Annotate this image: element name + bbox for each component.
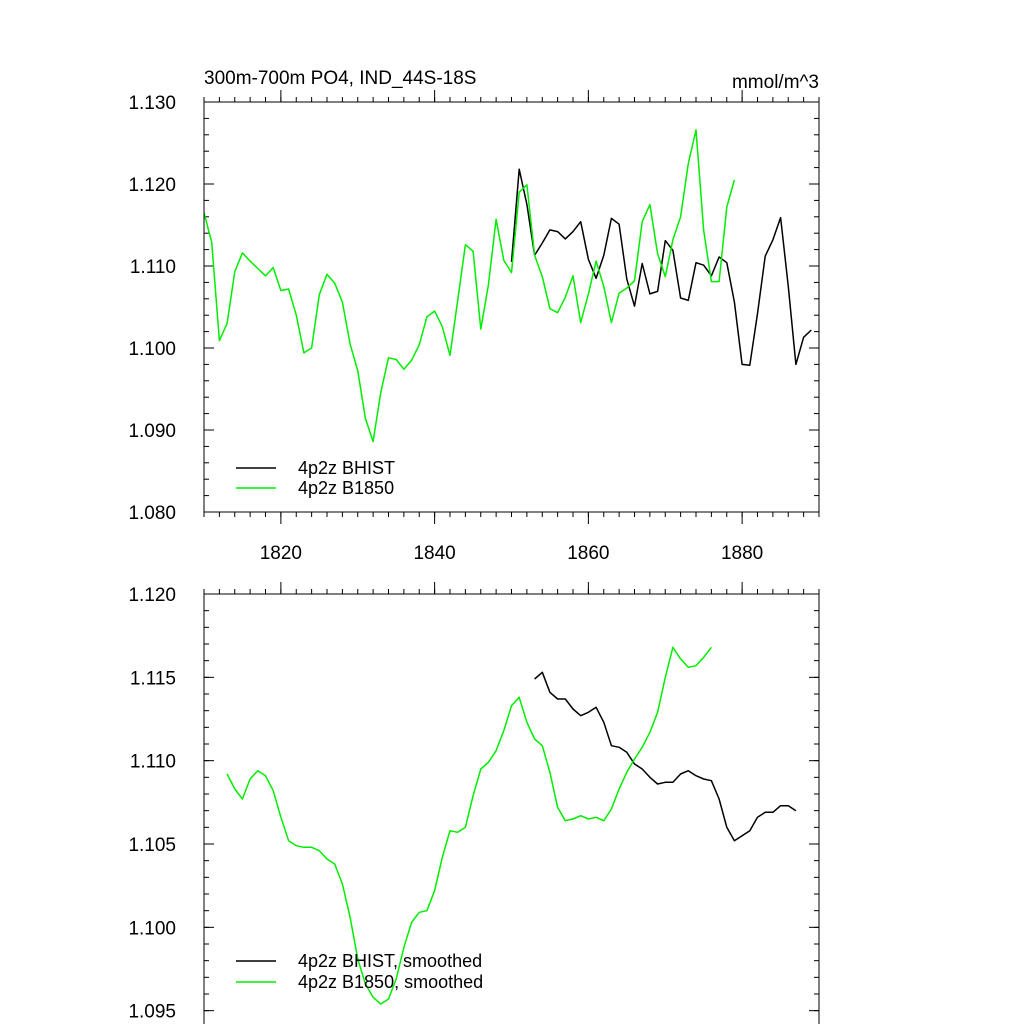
legend-label: 4p2z BHIST, smoothed [298, 951, 482, 971]
y-tick-label: 1.110 [130, 257, 176, 278]
top-panel-title: 300m-700m PO4, IND_44S-18S [204, 68, 476, 89]
legend-label: 4p2z BHIST [298, 458, 395, 478]
top-panel-units-label: mmol/m^3 [732, 72, 819, 93]
x-tick-label: 1860 [567, 543, 609, 564]
bottom-series-line-b1850 [226, 646, 712, 1005]
y-tick-label: 1.100 [128, 339, 176, 360]
top-plot-area [204, 129, 812, 443]
y-tick-label: 1.095 [128, 1002, 176, 1023]
top-plot-frame [203, 101, 820, 513]
bottom-series-line-bhist [534, 671, 797, 842]
bottom-plot-frame [203, 593, 820, 1024]
top-series-line-b1850 [204, 129, 736, 443]
bottom-plot-area [226, 646, 797, 1005]
bottom-panel: 1.095 1.100 1.105 1.110 1.115 1.120 4p2z BHIS… [128, 582, 820, 1024]
x-tick-label: 1840 [413, 543, 455, 564]
bottom-axis-ticks: 1.095 1.100 1.105 1.110 1.115 1.120 [128, 582, 820, 1023]
legend-label: 4p2z B1850, smoothed [298, 972, 483, 992]
legend-label: 4p2z B1850 [298, 478, 394, 498]
y-tick-label: 1.080 [128, 503, 176, 524]
y-tick-label: 1.120 [128, 175, 176, 196]
x-tick-label: 1880 [721, 543, 763, 564]
top-panel: 300m-700m PO4, IND_44S-18S mmol/m^3 1.08… [128, 68, 820, 564]
top-axis-ticks: 1.080 1.090 1.100 1.110 1.120 1.130 1820 1840 18… [128, 90, 820, 564]
y-tick-label: 1.105 [128, 835, 176, 856]
y-tick-label: 1.090 [128, 421, 176, 442]
y-tick-label: 1.110 [130, 752, 176, 773]
y-tick-label: 1.120 [128, 585, 176, 606]
y-tick-label: 1.130 [128, 93, 176, 114]
x-tick-label: 1820 [260, 543, 302, 564]
y-tick-label: 1.115 [130, 668, 176, 689]
y-tick-label: 1.100 [128, 918, 176, 939]
